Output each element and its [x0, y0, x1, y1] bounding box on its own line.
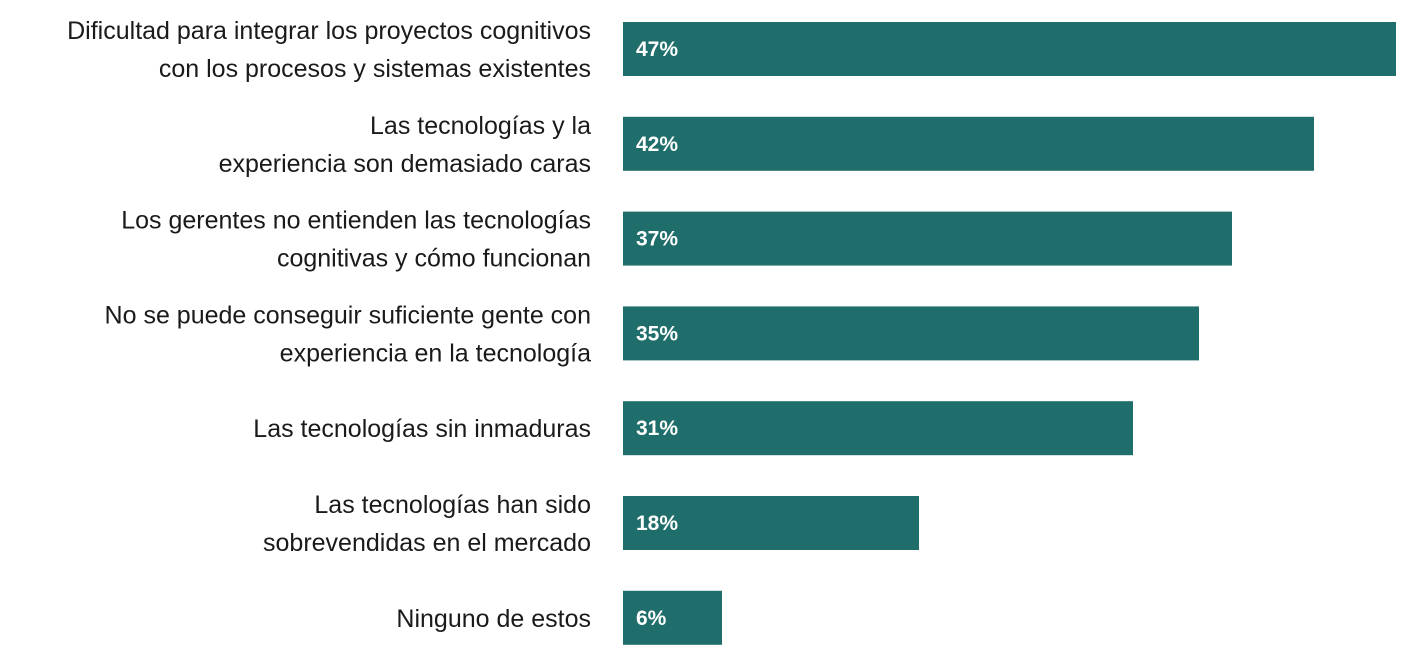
category-label-4-line-0: Las tecnologías sin inmaduras	[253, 415, 591, 443]
data-label-4: 31%	[636, 417, 678, 440]
bar-2	[623, 211, 1232, 266]
bar-5	[623, 496, 919, 550]
category-label-2-line-0: Los gerentes no entienden las tecnología…	[121, 207, 591, 235]
category-label-1-line-1: experiencia son demasiado caras	[219, 150, 591, 178]
category-label-3-line-1: experiencia en la tecnología	[280, 339, 591, 367]
bar-6	[623, 590, 722, 645]
data-label-6: 6%	[636, 607, 667, 630]
category-label-1-line-0: Las tecnologías y la	[370, 112, 591, 140]
category-label-5-line-0: Las tecnologías han sido	[314, 491, 591, 519]
category-labels-layer: Dificultad para integrar los proyectos c…	[67, 17, 591, 633]
category-label-3-line-0: No se puede conseguir suficiente gente c…	[105, 301, 591, 329]
category-label-5-line-1: sobrevendidas en el mercado	[263, 529, 591, 557]
data-label-1: 42%	[636, 133, 678, 156]
bar-0	[623, 22, 1396, 76]
category-label-6-line-0: Ninguno de estos	[396, 605, 591, 633]
category-label-0-line-1: con los procesos y sistemas existentes	[159, 55, 591, 83]
bar-1	[623, 116, 1314, 171]
bars-layer: 47% 42% 37% 35% 31% 18% 6%	[623, 22, 1396, 645]
bar-4	[623, 401, 1133, 456]
data-label-3: 35%	[636, 322, 678, 345]
data-label-2: 37%	[636, 228, 678, 251]
category-label-2-line-1: cognitivas y cómo funcionan	[277, 245, 591, 273]
category-label-0-line-0: Dificultad para integrar los proyectos c…	[67, 17, 591, 45]
data-label-5: 18%	[636, 512, 678, 535]
bar-3	[623, 306, 1199, 361]
data-label-0: 47%	[636, 38, 678, 61]
